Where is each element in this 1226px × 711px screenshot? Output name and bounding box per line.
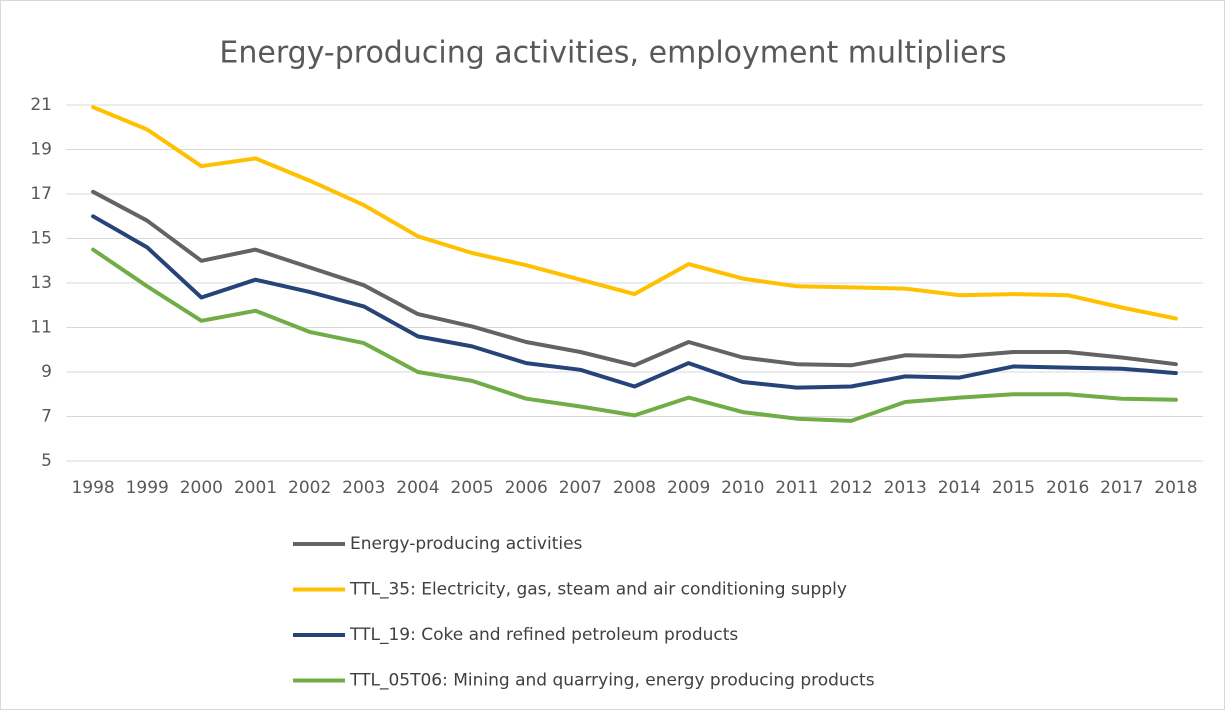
y-tick-label: 11 — [30, 318, 52, 338]
x-tick-label: 2012 — [829, 478, 872, 498]
x-tick-label: 2010 — [721, 478, 764, 498]
y-tick-label: 21 — [30, 95, 52, 115]
y-tick-label: 5 — [41, 451, 52, 471]
x-tick-label: 2004 — [396, 478, 439, 498]
y-tick-label: 13 — [30, 273, 52, 293]
x-tick-label: 2016 — [1046, 478, 1089, 498]
x-tick-label: 2013 — [884, 478, 927, 498]
x-tick-label: 2015 — [992, 478, 1035, 498]
x-tick-label: 1999 — [126, 478, 169, 498]
x-tick-label: 2007 — [559, 478, 602, 498]
x-tick-label: 2018 — [1154, 478, 1197, 498]
chart-title: Energy-producing activities, employment … — [219, 36, 1006, 71]
series-line — [91, 105, 1178, 321]
legend-label: TTL_19: Coke and refined petroleum produ… — [349, 625, 738, 645]
x-tick-label: 2001 — [234, 478, 277, 498]
x-tick-label: 2000 — [180, 478, 223, 498]
x-tick-label: 2002 — [288, 478, 331, 498]
y-tick-label: 19 — [30, 140, 52, 160]
x-tick-label: 2006 — [505, 478, 548, 498]
series-line — [91, 189, 1178, 368]
y-tick-label: 17 — [30, 184, 52, 204]
legend-label: Energy-producing activities — [350, 534, 583, 554]
x-tick-label: 2008 — [613, 478, 656, 498]
x-tick-label: 2003 — [342, 478, 385, 498]
legend-label: TTL_05T06: Mining and quarrying, energy … — [349, 671, 875, 691]
series-line — [91, 247, 1178, 423]
x-tick-label: 2009 — [667, 478, 710, 498]
y-tick-label: 9 — [41, 362, 52, 382]
x-tick-label: 2005 — [450, 478, 493, 498]
series-line — [91, 214, 1178, 390]
y-tick-label: 7 — [41, 407, 52, 427]
x-tick-label: 1998 — [71, 478, 114, 498]
y-tick-label: 15 — [30, 229, 52, 249]
x-tick-label: 2014 — [938, 478, 981, 498]
x-tick-label: 2017 — [1100, 478, 1143, 498]
x-tick-label: 2011 — [775, 478, 818, 498]
legend-label: TTL_35: Electricity, gas, steam and air … — [349, 580, 847, 600]
